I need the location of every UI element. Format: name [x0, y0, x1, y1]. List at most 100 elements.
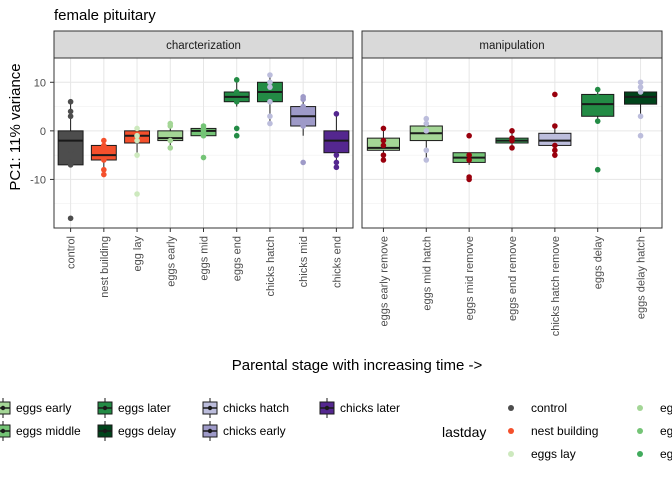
legend-fill-eggs-later: eggs later — [97, 398, 171, 418]
legend-fill-label: chicks hatch — [223, 401, 289, 415]
data-point — [134, 132, 140, 139]
data-point — [167, 145, 174, 151]
data-point — [509, 128, 515, 134]
facet-panel-manipulation: manipulation eggs early remove eggs mid ha… — [361, 30, 663, 336]
data-point — [423, 128, 430, 134]
facet-panel-charcterization: charcterization control nest building egg l… — [53, 30, 354, 298]
box-group-eggs-delay-hatch — [624, 79, 658, 139]
data-point — [134, 125, 140, 132]
facet-strip — [53, 30, 354, 59]
data-point — [466, 152, 472, 158]
data-point — [134, 137, 140, 144]
data-point — [466, 132, 472, 139]
data-point — [267, 98, 273, 105]
data-point — [134, 152, 140, 158]
data-point — [101, 157, 107, 163]
box-group-chicks-end — [323, 111, 350, 171]
data-point — [380, 152, 387, 158]
legend-color-eggs-middle: eggs middle — [637, 424, 672, 438]
legend-color-control: control — [508, 401, 567, 415]
data-point — [637, 84, 644, 90]
box-group-chicks-mid — [290, 94, 317, 166]
data-point — [267, 72, 273, 78]
legend-fill-label: eggs later — [118, 401, 171, 415]
data-point — [67, 147, 74, 154]
legend-color-dot — [637, 428, 643, 434]
data-point — [233, 89, 240, 95]
data-point — [134, 191, 140, 197]
data-point — [101, 166, 107, 173]
legend-color-dot — [637, 451, 643, 457]
data-point — [552, 91, 558, 98]
x-tick-label: eggs end — [232, 236, 244, 281]
data-point — [333, 111, 340, 117]
box-group-chicks-hatch — [256, 72, 283, 127]
legend-key-point — [0, 405, 6, 411]
data-point — [594, 86, 601, 93]
legend-key-point — [207, 405, 213, 411]
facet-strip-label: charcterization — [166, 40, 241, 52]
data-point — [423, 115, 430, 122]
data-point — [233, 77, 240, 83]
data-point — [300, 159, 306, 166]
data-point — [67, 108, 74, 115]
data-point — [637, 89, 644, 95]
data-point — [552, 147, 558, 154]
box-group-nest-building — [90, 137, 117, 178]
data-point — [200, 132, 207, 139]
data-point — [300, 103, 306, 110]
data-point — [380, 137, 387, 144]
legend-color-nest-building: nest building — [508, 424, 598, 438]
data-point — [300, 108, 306, 115]
legend-color-label: control — [531, 401, 567, 415]
legend-color-eggs-early: eggs early — [637, 401, 672, 415]
legend-fill-label: eggs early — [16, 401, 71, 415]
data-point — [380, 142, 387, 149]
x-axis-label: Parental stage with increasing time -> — [232, 357, 483, 374]
legend-fill-label: eggs middle — [16, 424, 81, 438]
data-point — [267, 120, 273, 127]
legend-color-dot — [637, 405, 643, 411]
data-point — [67, 98, 74, 105]
data-point — [594, 118, 601, 124]
data-point — [380, 157, 387, 163]
data-point — [333, 132, 340, 139]
legend-fill-label: chicks early — [223, 424, 286, 438]
box-group-eggs-end-remove — [495, 128, 529, 151]
data-point — [200, 125, 207, 132]
x-tick-label: eggs delay — [593, 236, 605, 290]
data-point — [466, 157, 472, 163]
data-point — [101, 142, 107, 149]
box-group-chicks-hatch-remove — [538, 91, 572, 158]
legend-color-eggs-later: eggs later — [637, 447, 672, 461]
data-point — [101, 137, 107, 144]
legend-color-dot — [508, 428, 514, 434]
x-tick-label: chicks end — [331, 236, 343, 288]
data-point — [300, 123, 306, 129]
data-point — [423, 147, 430, 154]
data-point — [267, 79, 273, 86]
x-tick-label: chicks mid — [298, 236, 310, 287]
box-group-eggs-delay — [581, 86, 615, 173]
x-tick-label: eggs mid remove — [464, 236, 476, 320]
data-point — [233, 98, 240, 105]
x-tick-label: chicks hatch — [265, 236, 277, 297]
data-point — [300, 96, 306, 103]
legend-fill-chicks-early: chicks early — [202, 421, 286, 441]
x-tick-label: control — [66, 236, 78, 269]
data-point — [333, 152, 340, 158]
data-point — [267, 113, 273, 120]
data-point — [423, 120, 430, 127]
data-point — [637, 132, 644, 139]
x-tick-label: eggs delay hatch — [636, 236, 648, 319]
data-point — [552, 123, 558, 129]
data-point — [423, 157, 430, 163]
legend-color-label: nest building — [531, 424, 598, 438]
y-axis-label: PC1: 11% variance — [7, 63, 24, 190]
box-group-eggs-mid-remove — [452, 132, 486, 183]
y-tick-label: 10 — [34, 77, 46, 89]
legend-key-point — [102, 428, 108, 434]
box-group-eggs-end — [223, 77, 250, 139]
data-point — [67, 113, 74, 120]
data-point — [67, 162, 74, 168]
